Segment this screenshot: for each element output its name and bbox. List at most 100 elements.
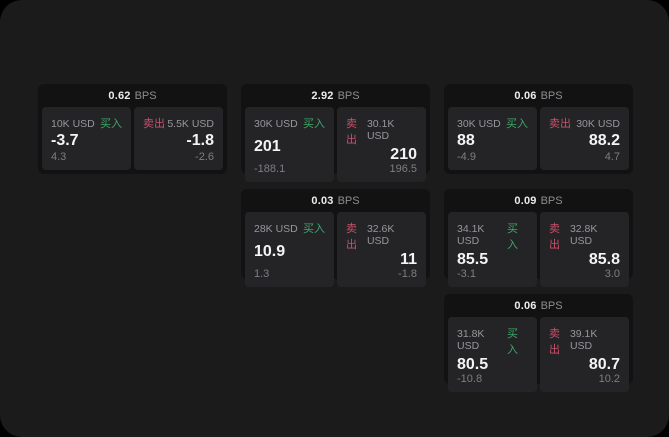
sell-panel[interactable]: 卖出 30.1K USD 210 196.5 <box>337 107 426 182</box>
buy-panel-top: 31.8K USD 买入 <box>457 325 528 357</box>
buy-delta: 1.3 <box>254 268 270 280</box>
buy-panel-top: 34.1K USD 买入 <box>457 220 528 252</box>
sell-panel[interactable]: 卖出 32.6K USD 11 -1.8 <box>337 212 426 287</box>
buy-panel-top: 30K USD 买入 <box>254 115 325 131</box>
buy-panel[interactable]: 31.8K USD 买入 80.5 -10.8 <box>448 317 537 392</box>
sell-price: 80.7 <box>588 356 620 373</box>
buy-panel[interactable]: 10K USD 买入 -3.7 4.3 <box>42 107 131 170</box>
buy-delta: -10.8 <box>457 373 483 385</box>
panels: 30K USD 买入 201 -188.1 卖出 30.1K USD 210 1… <box>241 107 430 186</box>
buy-side-label: 买入 <box>303 118 325 130</box>
bps-header: 0.06 BPS <box>444 294 633 317</box>
sell-side-label: 卖出 <box>549 223 560 251</box>
buy-panel-top: 28K USD 买入 <box>254 220 325 236</box>
buy-size: 34.1K USD <box>457 223 485 247</box>
bps-value: 0.62 <box>108 89 131 102</box>
quote-card: 0.03 BPS 28K USD 买入 10.9 1.3 卖出 32.6K US… <box>241 189 430 287</box>
buy-price: 88 <box>457 132 475 149</box>
sell-panel-top: 卖出 5.5K USD <box>143 115 214 131</box>
sell-panel-top: 卖出 39.1K USD <box>549 325 620 357</box>
buy-price: 80.5 <box>457 356 489 373</box>
sell-delta: -1.8 <box>398 268 417 280</box>
sell-side-label: 卖出 <box>549 328 560 356</box>
sell-panel[interactable]: 卖出 39.1K USD 80.7 10.2 <box>540 317 629 392</box>
sell-delta: 10.2 <box>598 373 620 385</box>
buy-panel-top: 30K USD 买入 <box>457 115 528 131</box>
buy-side-label: 买入 <box>507 328 519 356</box>
sell-delta: -2.6 <box>195 151 214 163</box>
bps-header: 0.62 BPS <box>38 84 227 107</box>
buy-delta: 4.3 <box>51 151 67 163</box>
buy-panel[interactable]: 34.1K USD 买入 85.5 -3.1 <box>448 212 537 287</box>
bps-header: 0.09 BPS <box>444 189 633 212</box>
buy-size: 10K USD <box>51 118 95 130</box>
bps-unit-label: BPS <box>540 299 563 312</box>
bps-unit-label: BPS <box>540 194 563 207</box>
sell-panel[interactable]: 卖出 32.8K USD 85.8 3.0 <box>540 212 629 287</box>
panels: 34.1K USD 买入 85.5 -3.1 卖出 32.8K USD 85.8… <box>444 212 633 291</box>
bps-value: 0.06 <box>514 299 537 312</box>
buy-side-label: 买入 <box>100 118 122 130</box>
panels: 28K USD 买入 10.9 1.3 卖出 32.6K USD 11 -1.8 <box>241 212 430 291</box>
panels: 30K USD 买入 88 -4.9 卖出 30K USD 88.2 4.7 <box>444 107 633 174</box>
bps-value: 0.06 <box>514 89 537 102</box>
sell-price: 210 <box>390 146 417 163</box>
sell-delta: 4.7 <box>604 151 620 163</box>
buy-side-label: 买入 <box>507 223 519 251</box>
buy-panel[interactable]: 28K USD 买入 10.9 1.3 <box>245 212 334 287</box>
quote-card: 2.92 BPS 30K USD 买入 201 -188.1 卖出 30.1K … <box>241 84 430 182</box>
buy-panel-top: 10K USD 买入 <box>51 115 122 131</box>
sell-panel[interactable]: 卖出 5.5K USD -1.8 -2.6 <box>134 107 223 170</box>
buy-delta: -4.9 <box>457 151 476 163</box>
bps-unit-label: BPS <box>337 89 360 102</box>
quote-card: 0.06 BPS 31.8K USD 买入 80.5 -10.8 卖出 39.1… <box>444 294 633 392</box>
buy-panel[interactable]: 30K USD 买入 88 -4.9 <box>448 107 537 170</box>
buy-size: 28K USD <box>254 223 298 235</box>
sell-side-label: 卖出 <box>143 118 165 130</box>
buy-delta: -3.1 <box>457 268 476 280</box>
bps-header: 0.06 BPS <box>444 84 633 107</box>
sell-size: 32.6K USD <box>366 223 395 247</box>
buy-price: 201 <box>254 138 281 155</box>
buy-side-label: 买入 <box>303 223 325 235</box>
sell-price: 85.8 <box>588 251 620 268</box>
buy-price: 85.5 <box>457 251 489 268</box>
sell-price: 11 <box>400 251 417 268</box>
bps-header: 0.03 BPS <box>241 189 430 212</box>
sell-size: 30K USD <box>576 118 620 130</box>
quote-card-grid: 0.62 BPS 10K USD 买入 -3.7 4.3 卖出 5.5K USD <box>38 84 633 392</box>
bps-unit-label: BPS <box>540 89 563 102</box>
buy-size: 30K USD <box>457 118 501 130</box>
bps-unit-label: BPS <box>134 89 157 102</box>
sell-delta: 3.0 <box>604 268 620 280</box>
buy-size: 31.8K USD <box>457 328 485 352</box>
sell-size: 39.1K USD <box>569 328 598 352</box>
bps-header: 2.92 BPS <box>241 84 430 107</box>
sell-panel[interactable]: 卖出 30K USD 88.2 4.7 <box>540 107 629 170</box>
buy-size: 30K USD <box>254 118 298 130</box>
sell-size: 32.8K USD <box>569 223 598 247</box>
buy-side-label: 买入 <box>506 118 528 130</box>
panels: 31.8K USD 买入 80.5 -10.8 卖出 39.1K USD 80.… <box>444 317 633 396</box>
sell-delta: 196.5 <box>389 163 417 175</box>
buy-price: -3.7 <box>51 132 79 149</box>
bps-value: 0.03 <box>311 194 334 207</box>
buy-panel[interactable]: 30K USD 买入 201 -188.1 <box>245 107 334 182</box>
quote-card: 0.09 BPS 34.1K USD 买入 85.5 -3.1 卖出 32.8K… <box>444 189 633 287</box>
bps-value: 2.92 <box>311 89 334 102</box>
sell-side-label: 卖出 <box>346 118 357 146</box>
sell-side-label: 卖出 <box>549 118 571 130</box>
buy-delta: -188.1 <box>254 163 286 175</box>
buy-price: 10.9 <box>254 243 286 260</box>
sell-price: 88.2 <box>588 132 620 149</box>
sell-panel-top: 卖出 32.8K USD <box>549 220 620 252</box>
sell-panel-top: 卖出 32.6K USD <box>346 220 417 252</box>
bps-unit-label: BPS <box>337 194 360 207</box>
sell-price: -1.8 <box>186 132 214 149</box>
panels: 10K USD 买入 -3.7 4.3 卖出 5.5K USD -1.8 -2.… <box>38 107 227 174</box>
sell-panel-top: 卖出 30K USD <box>549 115 620 131</box>
bps-value: 0.09 <box>514 194 537 207</box>
quote-card: 0.06 BPS 30K USD 买入 88 -4.9 卖出 30K USD <box>444 84 633 174</box>
sell-panel-top: 卖出 30.1K USD <box>346 115 417 147</box>
